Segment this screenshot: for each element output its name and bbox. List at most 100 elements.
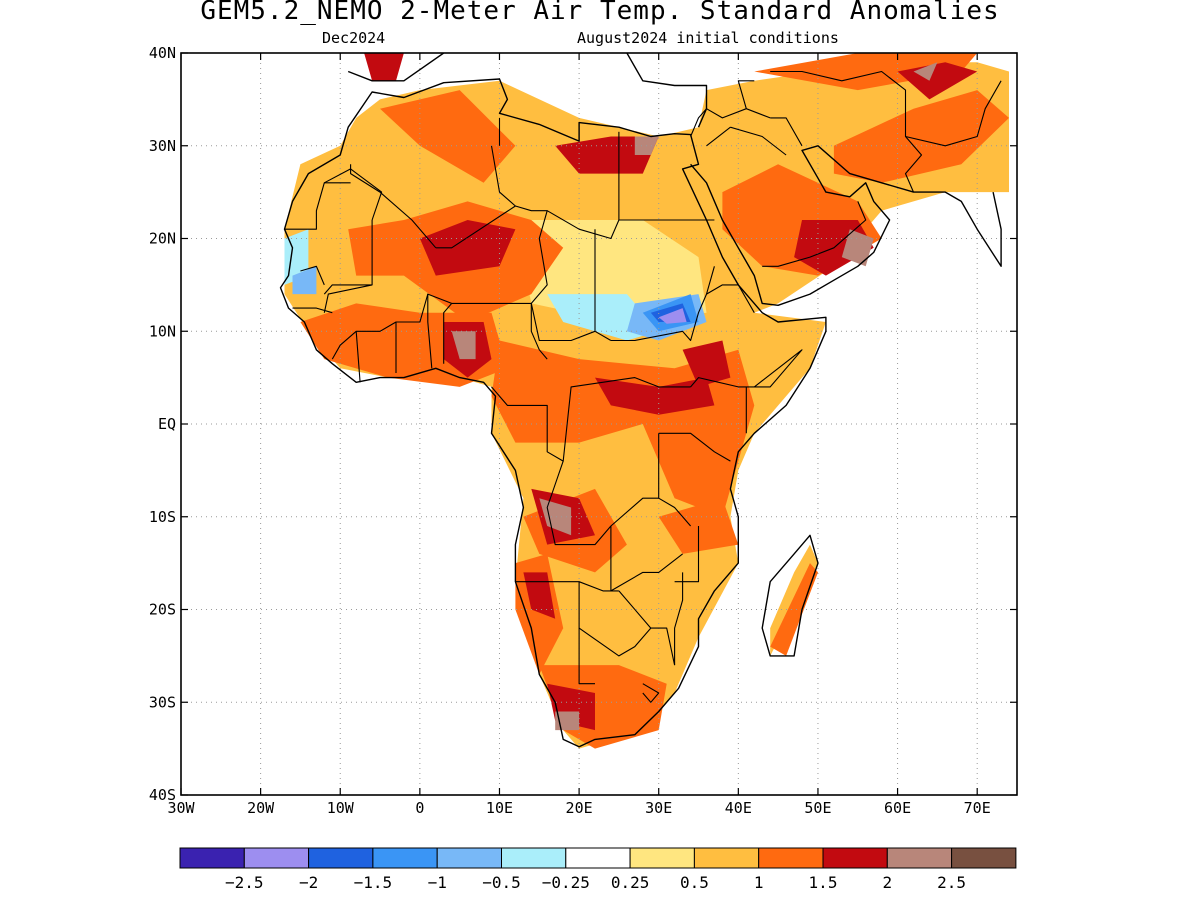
country-border	[905, 80, 1002, 147]
anomaly-region	[770, 563, 818, 656]
x-tick-label: 20W	[247, 799, 275, 817]
anomaly-region	[833, 90, 1009, 183]
country-border	[618, 590, 676, 666]
colorbar-label: −1	[428, 873, 447, 892]
country-border	[300, 265, 325, 286]
x-tick-label: 40E	[725, 799, 752, 817]
colorbar-label: 0.5	[680, 873, 709, 892]
country-border	[284, 182, 351, 230]
x-tick-label: 30E	[645, 799, 672, 817]
country-border	[490, 145, 516, 207]
colorbar-swatch	[308, 847, 374, 869]
colorbar-label: −2	[299, 873, 318, 892]
country-border	[674, 572, 684, 666]
x-tick-label: 30W	[167, 799, 195, 817]
country-border	[770, 70, 923, 193]
coastlines	[279, 53, 1002, 748]
anomaly-region	[523, 572, 556, 619]
country-border	[658, 432, 731, 462]
colorbar-swatch	[243, 847, 310, 869]
country-border	[515, 581, 619, 592]
y-tick-label: 30S	[149, 693, 176, 711]
anomaly-region	[292, 266, 317, 295]
country-border	[706, 284, 755, 313]
country-border	[690, 108, 771, 137]
country-border	[530, 303, 596, 342]
anomaly-region	[658, 308, 687, 324]
country-border	[674, 526, 700, 583]
forecast-month: Dec2024	[322, 29, 386, 47]
map-title: GEM5.2_NEMO 2-Meter Air Temp. Standard A…	[200, 0, 1000, 26]
x-tick-label: 70E	[964, 799, 991, 817]
country-border	[730, 126, 787, 156]
country-border	[578, 581, 595, 685]
coastline-north-coast	[347, 53, 445, 82]
y-tick-label: 20S	[149, 601, 176, 619]
x-tick-label: 10E	[486, 799, 513, 817]
country-border	[658, 433, 692, 527]
initial-conditions: August2024 initial conditions	[577, 29, 839, 47]
country-border	[578, 627, 652, 657]
country-border	[690, 349, 803, 434]
y-tick-label: 30N	[149, 137, 176, 155]
anomaly-region	[754, 53, 978, 91]
x-tick-label: 20E	[566, 799, 593, 817]
colorbar-swatch	[436, 847, 503, 869]
colorbar-label: −0.5	[482, 873, 521, 892]
colorbar-swatch	[951, 847, 1017, 869]
country-border	[435, 205, 548, 304]
x-tick-label: 50E	[804, 799, 831, 817]
country-border	[292, 307, 333, 314]
colorbar-swatch	[822, 847, 888, 869]
country-border	[594, 229, 612, 341]
anomaly-layer	[284, 53, 1009, 749]
colorbar-label: 1	[754, 873, 764, 892]
anomaly-region	[380, 90, 516, 183]
anomaly-region	[913, 62, 938, 81]
graticule	[181, 53, 1017, 795]
country-border	[323, 284, 373, 313]
anomaly-region	[682, 340, 731, 387]
country-border	[443, 303, 453, 364]
country-border	[762, 201, 867, 267]
x-tick-label: 0	[415, 799, 424, 817]
land-med-east	[626, 53, 707, 128]
country-border	[546, 460, 659, 546]
y-tick-label: 40N	[149, 44, 176, 62]
colorbar-label: 1.5	[809, 873, 838, 892]
coastline-africa	[279, 78, 827, 748]
colorbar-swatch	[501, 847, 567, 869]
coastline-madagascar	[761, 534, 819, 657]
y-tick-label: 20N	[149, 230, 176, 248]
country-border	[331, 293, 452, 360]
colorbar-label: −2.5	[225, 873, 264, 892]
anomaly-region	[841, 229, 874, 267]
colorbar-label: 0.25	[611, 873, 650, 892]
axis-labels: 30W 20W 10W 0 10E 20E 30E 40E 50E 60E 70E 40N 30N 20N…	[149, 44, 1017, 817]
anomaly-region	[419, 220, 516, 276]
country-border	[610, 526, 683, 592]
anomaly-region	[451, 331, 476, 360]
country-border	[770, 117, 803, 147]
colorbar-swatch	[758, 847, 824, 869]
colorbar-swatch	[565, 847, 631, 869]
country-border	[737, 80, 755, 109]
country-border	[427, 294, 433, 369]
country-border	[324, 168, 383, 221]
anomaly-region	[364, 53, 404, 81]
x-tick-label: 10W	[327, 799, 355, 817]
y-tick-label: 10N	[149, 322, 176, 340]
coastline-arabia	[690, 145, 1002, 306]
x-tick-label: 60E	[884, 799, 911, 817]
colorbar-label: 2	[882, 873, 892, 892]
coastline-med-east	[626, 53, 708, 128]
colorbar-label: −1.5	[354, 873, 393, 892]
colorbar-swatch	[179, 847, 245, 869]
colorbar-label: 2.5	[937, 873, 966, 892]
colorbar: −2.5 −2 −1.5 −1 −0.5 −0.25 0.25 0.5 1 1.5 2 2.5	[179, 847, 1017, 892]
colorbar-swatch	[372, 847, 438, 869]
colorbar-swatch	[629, 847, 695, 869]
country-border	[451, 302, 548, 360]
country-border	[706, 126, 731, 147]
